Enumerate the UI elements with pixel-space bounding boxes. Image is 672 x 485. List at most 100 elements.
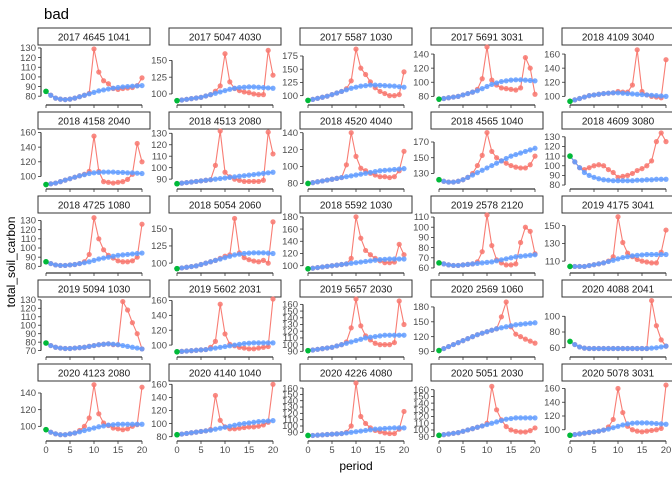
observed-point — [363, 420, 369, 427]
y-tick-label: 120 — [151, 140, 167, 151]
facet-strip — [561, 363, 672, 382]
fitted-point — [503, 256, 509, 262]
observed-point — [367, 252, 373, 258]
start-point — [174, 431, 180, 438]
fitted-point — [212, 257, 218, 263]
y-tick-label: 120 — [413, 332, 429, 343]
fitted-point — [265, 170, 271, 176]
fitted-point — [96, 169, 102, 176]
x-tick-label: 15 — [637, 445, 648, 456]
fitted-point — [105, 169, 111, 175]
observed-point — [508, 262, 514, 268]
fitted-point — [489, 259, 495, 265]
observed-point — [653, 139, 660, 145]
x-tick-label: 0 — [436, 445, 441, 456]
observed-point — [620, 409, 626, 416]
fitted-point — [57, 345, 64, 351]
observed-point — [377, 174, 383, 180]
facet-panel: 2019 5602 2031 100 120 140 160 — [151, 279, 282, 360]
fitted-point — [644, 92, 650, 98]
observed-point — [265, 343, 271, 350]
fitted-point — [601, 260, 607, 266]
observed-point — [658, 130, 664, 136]
fitted-point — [532, 145, 538, 151]
fitted-point — [484, 259, 490, 265]
x-tick-label: 5 — [460, 445, 465, 456]
y-tick-label: 110 — [152, 151, 167, 162]
facet-strip-label: 2018 4513 2080 — [189, 117, 262, 128]
fitted-point — [81, 427, 87, 434]
y-tick-label: 160 — [151, 380, 167, 391]
fitted-point — [601, 427, 607, 433]
observed-point — [629, 170, 636, 177]
y-tick-label: 90 — [287, 347, 298, 358]
fitted-point — [479, 167, 485, 173]
fitted-point — [222, 343, 228, 350]
fitted-point — [653, 251, 660, 258]
y-tick-label: 90 — [418, 347, 429, 358]
fitted-point — [227, 253, 233, 259]
observed-point — [532, 340, 538, 346]
fitted-point — [620, 345, 626, 352]
y-tick-label: 140 — [413, 398, 429, 409]
y-tick-label: 120 — [544, 411, 560, 422]
fitted-point — [450, 94, 456, 100]
observed-point — [508, 162, 514, 169]
fitted-point — [489, 327, 495, 333]
observed-point — [391, 430, 397, 437]
y-tick-label: 110 — [414, 212, 429, 223]
y-tick-label: 140 — [544, 397, 560, 408]
y-tick-label: 140 — [282, 313, 298, 324]
fitted-point — [610, 257, 616, 263]
facet-strip — [37, 111, 151, 130]
fitted-point — [441, 345, 447, 352]
fitted-point — [572, 341, 578, 348]
observed-point — [134, 140, 140, 147]
fitted-point — [86, 426, 92, 432]
fitted-point — [615, 345, 621, 352]
observed-point — [348, 130, 354, 136]
observed-point — [494, 155, 500, 161]
observed-point — [256, 92, 262, 98]
y-tick-label: 130 — [544, 132, 560, 143]
facet-panel: 2020 2569 1060 90 120 150 180 — [413, 279, 544, 360]
fitted-point — [372, 257, 378, 263]
fitted-point — [115, 84, 121, 91]
fitted-point — [125, 343, 131, 349]
fitted-point — [319, 264, 325, 270]
y-tick-label: 90 — [418, 432, 429, 443]
observed-point — [615, 385, 621, 392]
observed-point — [265, 129, 271, 135]
observed-point — [212, 338, 218, 344]
y-tick-label: 100 — [20, 72, 36, 83]
fitted-point — [129, 251, 135, 257]
y-tick-label: 130 — [282, 320, 298, 331]
x-tick-label: 0 — [43, 445, 48, 456]
y-tick-label: 100 — [20, 320, 36, 331]
x-tick-label: 20 — [137, 445, 148, 456]
observed-point — [222, 331, 228, 337]
fitted-point — [572, 263, 578, 270]
observed-point — [348, 255, 354, 261]
fitted-point — [48, 92, 54, 98]
fitted-point — [348, 173, 354, 179]
observed-point — [358, 413, 364, 420]
fitted-point — [241, 340, 247, 347]
fitted-point — [77, 345, 83, 351]
facet-panel: 2018 4109 3040 100 120 140 160 — [544, 27, 672, 108]
fitted-point — [527, 147, 533, 153]
fitted-point — [53, 344, 59, 350]
start-point — [174, 265, 180, 272]
fitted-point — [489, 81, 495, 87]
observed-point — [498, 85, 504, 91]
x-tick-label: 5 — [67, 445, 72, 456]
fitted-point — [339, 174, 345, 181]
fitted-point — [139, 250, 145, 256]
observed-point — [508, 427, 514, 433]
fitted-point — [658, 176, 664, 182]
observed-point — [217, 128, 223, 134]
fitted-point — [450, 262, 456, 269]
fitted-point — [246, 420, 252, 426]
